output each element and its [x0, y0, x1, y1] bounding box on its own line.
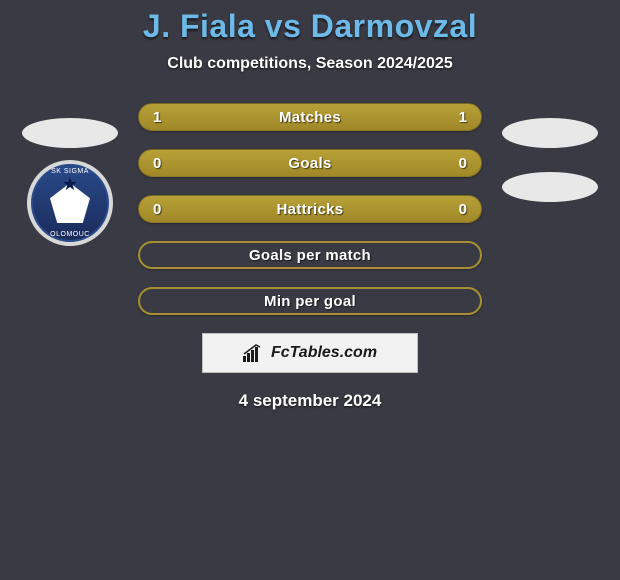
stat-bar-goals-per-match: Goals per match	[138, 241, 482, 269]
badge-star-icon: ★	[62, 174, 78, 195]
player-silhouette-ellipse	[22, 118, 118, 148]
club-badge-sigma-olomouc: SK SIGMA ★ OLOMOUC	[27, 160, 113, 246]
right-player-crest-column	[500, 118, 600, 202]
date-stamp: 4 september 2024	[0, 391, 620, 411]
stat-right-value: 0	[459, 155, 467, 172]
stat-bar-min-per-goal: Min per goal	[138, 287, 482, 315]
page-title: J. Fiala vs Darmovzal	[0, 8, 620, 45]
stat-label: Goals per match	[249, 247, 371, 264]
comparison-bars: 1 Matches 1 0 Goals 0 0 Hattricks 0 Goal…	[138, 103, 482, 315]
stat-label: Min per goal	[264, 293, 356, 310]
stat-label: Matches	[279, 109, 341, 126]
stat-left-value: 1	[153, 109, 161, 126]
bar-chart-icon	[243, 344, 265, 362]
brand-name: FcTables.com	[271, 344, 377, 362]
stat-right-value: 0	[459, 201, 467, 218]
badge-text-bottom: OLOMOUC	[50, 231, 90, 238]
stat-bar-hattricks: 0 Hattricks 0	[138, 195, 482, 223]
player-silhouette-ellipse	[502, 118, 598, 148]
stat-left-value: 0	[153, 155, 161, 172]
stat-bar-matches: 1 Matches 1	[138, 103, 482, 131]
subtitle: Club competitions, Season 2024/2025	[0, 55, 620, 73]
stat-right-value: 1	[459, 109, 467, 126]
left-player-crest-column: SK SIGMA ★ OLOMOUC	[20, 118, 120, 246]
stat-bar-goals: 0 Goals 0	[138, 149, 482, 177]
infographic-container: J. Fiala vs Darmovzal Club competitions,…	[0, 0, 620, 580]
stat-left-value: 0	[153, 201, 161, 218]
stat-label: Hattricks	[277, 201, 344, 218]
stat-label: Goals	[288, 155, 331, 172]
club-badge-placeholder	[502, 172, 598, 202]
brand-watermark: FcTables.com	[202, 333, 418, 373]
